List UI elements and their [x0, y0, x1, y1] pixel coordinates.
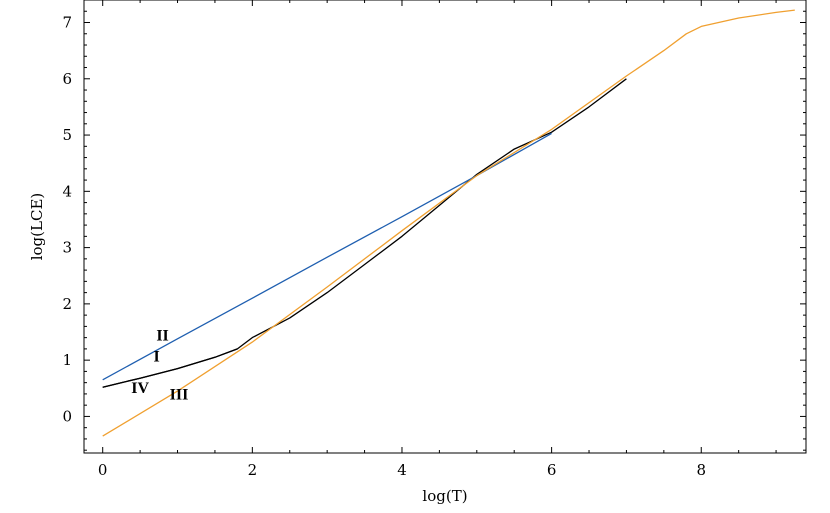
x-tick-label: 8: [696, 461, 706, 479]
series-line-III: [102, 9, 795, 437]
y-tick-label: 5: [62, 126, 72, 144]
series-line-IV: [102, 348, 238, 388]
curve-label-IV: IV: [131, 380, 149, 397]
series-line-I: [102, 78, 627, 388]
curve-label-III: III: [170, 387, 189, 404]
x-tick-label: 0: [98, 461, 108, 479]
y-tick-label: 4: [62, 182, 72, 200]
y-tick-label: 6: [62, 70, 72, 88]
plot-frame: [83, 0, 807, 454]
x-axis-title: log(T): [422, 487, 467, 505]
y-tick-label: 2: [62, 295, 72, 313]
y-tick-label: 3: [62, 239, 72, 257]
curve-label-II: II: [156, 327, 168, 344]
y-axis-title: log(LCE): [28, 193, 46, 261]
plot-border: [83, 0, 807, 454]
x-tick-label: 6: [547, 461, 557, 479]
curve-label-I: I: [153, 348, 159, 365]
y-tick-label: 0: [62, 407, 72, 425]
y-tick-label: 7: [62, 14, 72, 32]
axis-ticks: [84, 0, 806, 453]
y-tick-label: 1: [62, 351, 72, 369]
tick-labels: 0 2 4 6 8 0 1 2 3 4 5 6 7: [62, 14, 706, 479]
series-lines: [102, 9, 795, 437]
x-tick-label: 4: [397, 461, 407, 479]
x-tick-label: 2: [248, 461, 258, 479]
